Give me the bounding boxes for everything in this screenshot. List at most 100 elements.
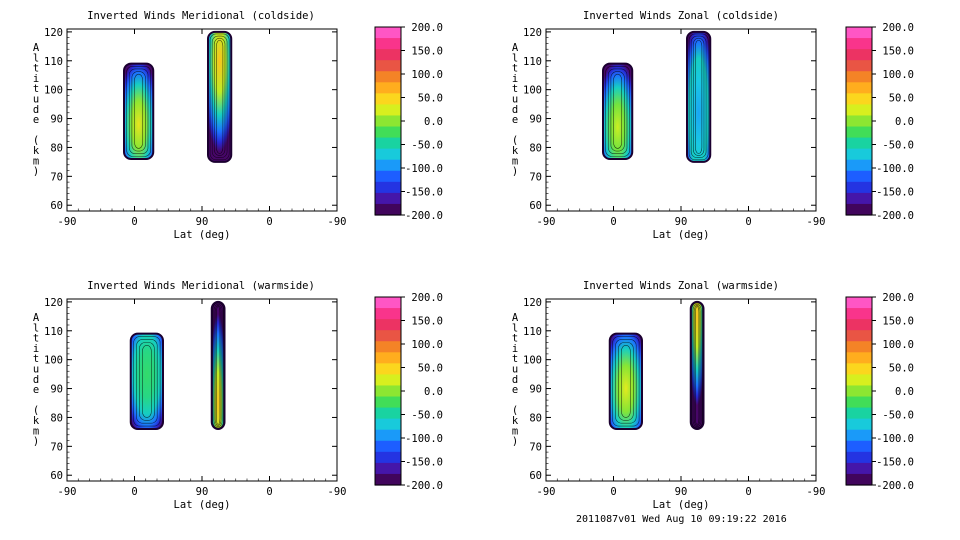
y-tick-label: 120 bbox=[523, 297, 542, 309]
colorbar-tick-label: 150.0 bbox=[411, 46, 443, 58]
colorbar-band bbox=[375, 170, 401, 183]
y-tick-label: 90 bbox=[529, 384, 542, 396]
y-tick-label: 70 bbox=[50, 171, 63, 183]
colorbar-band bbox=[375, 407, 401, 420]
colorbar-tick-label: 100.0 bbox=[882, 339, 914, 351]
contour-line bbox=[212, 302, 224, 429]
colorbar-tick-label: 200.0 bbox=[882, 292, 914, 304]
x-tick-label: 90 bbox=[675, 216, 688, 228]
colorbar-band bbox=[375, 60, 401, 72]
colorbar-band bbox=[846, 148, 872, 161]
y-tick-label: 120 bbox=[44, 27, 63, 39]
colorbar-tick-label: 50.0 bbox=[418, 93, 443, 105]
contour-line bbox=[693, 305, 701, 426]
colorbar-band bbox=[846, 385, 872, 398]
y-tick-label: 80 bbox=[529, 142, 542, 154]
contour-line bbox=[692, 37, 705, 156]
colorbar-band bbox=[846, 38, 872, 50]
y-tick-label: 120 bbox=[523, 27, 542, 39]
colorbar-band bbox=[375, 462, 401, 475]
plot-frame bbox=[66, 298, 338, 482]
contour-line bbox=[216, 306, 221, 425]
colorbar-tick-label: -100.0 bbox=[876, 163, 914, 175]
colorbar-band bbox=[846, 137, 872, 150]
colorbar-band bbox=[846, 407, 872, 420]
colorbar-tick-label: 200.0 bbox=[411, 292, 443, 304]
colorbar-tick-label: 150.0 bbox=[411, 316, 443, 328]
colorbar-tick-label: -150.0 bbox=[876, 457, 914, 469]
y-tick-label: 120 bbox=[44, 297, 63, 309]
contour-line bbox=[610, 71, 625, 152]
colorbar-band bbox=[375, 181, 401, 194]
y-tick-label: 70 bbox=[50, 441, 63, 453]
colorbar-band bbox=[375, 308, 401, 320]
colorbar-band bbox=[846, 170, 872, 183]
colorbar-tick-label: -150.0 bbox=[405, 457, 443, 469]
colorbar-band bbox=[846, 440, 872, 453]
data-region bbox=[686, 30, 712, 163]
plot-frame bbox=[66, 28, 338, 212]
y-tick-label: 110 bbox=[523, 56, 542, 68]
plot-area bbox=[123, 30, 233, 163]
y-tick-label: 70 bbox=[529, 171, 542, 183]
y-tick-label: 100 bbox=[44, 355, 63, 367]
contour-line bbox=[213, 303, 223, 428]
contour-line bbox=[605, 65, 630, 157]
x-axis-label: Lat (deg) bbox=[174, 229, 231, 241]
y-tick-label: 110 bbox=[44, 56, 63, 68]
colorbar-band bbox=[846, 82, 872, 94]
colorbar-tick-label: 0.0 bbox=[895, 386, 914, 398]
colorbar-band bbox=[846, 60, 872, 72]
contour-line bbox=[126, 65, 151, 157]
data-region bbox=[129, 332, 164, 430]
colorbar-band bbox=[375, 319, 401, 331]
y-tick-label: 80 bbox=[50, 412, 63, 424]
colorbar-band bbox=[846, 49, 872, 61]
colorbar-band bbox=[375, 71, 401, 83]
contour-line bbox=[136, 339, 158, 424]
colorbar-tick-label: 200.0 bbox=[882, 22, 914, 34]
colorbar-tick-label: 100.0 bbox=[882, 69, 914, 81]
y-tick-label: 60 bbox=[529, 470, 542, 482]
colorbar-tick-label: 50.0 bbox=[889, 363, 914, 375]
colorbar-tick-label: -50.0 bbox=[882, 410, 914, 422]
contour-line bbox=[692, 303, 702, 428]
y-tick-label: 80 bbox=[529, 412, 542, 424]
colorbar-band bbox=[846, 126, 872, 139]
y-tick-label: 100 bbox=[523, 85, 542, 97]
colorbar-band bbox=[375, 341, 401, 353]
chart-title: Inverted Winds Meridional (warmside) bbox=[87, 280, 315, 292]
x-tick-label: -90 bbox=[328, 216, 347, 228]
x-tick-label: 0 bbox=[131, 216, 137, 228]
footer-timestamp: 2011087v01 Wed Aug 10 09:19:22 2016 bbox=[576, 514, 787, 525]
chart-panel-4: Inverted Winds Zonal (warmside) 60 70 80 90 1… bbox=[512, 280, 914, 511]
contour-line bbox=[211, 35, 228, 159]
colorbar-band bbox=[846, 27, 872, 39]
y-tick-label: 60 bbox=[529, 200, 542, 212]
colorbar-band bbox=[375, 374, 401, 387]
y-tick-label: 60 bbox=[50, 200, 63, 212]
y-tick-label: 100 bbox=[44, 85, 63, 97]
colorbar-tick-label: -150.0 bbox=[876, 187, 914, 199]
colorbar-band bbox=[375, 137, 401, 150]
contour-line bbox=[133, 336, 161, 427]
colorbar-tick-label: 150.0 bbox=[882, 46, 914, 58]
colorbar-band bbox=[375, 352, 401, 364]
y-tick-label: 110 bbox=[44, 326, 63, 338]
contour-line bbox=[209, 33, 230, 161]
x-tick-label: 90 bbox=[196, 216, 209, 228]
colorbar-band bbox=[846, 429, 872, 442]
colorbar-tick-label: 50.0 bbox=[418, 363, 443, 375]
colorbar-band bbox=[375, 49, 401, 61]
contour-line bbox=[131, 71, 146, 152]
chart-title: Inverted Winds Meridional (coldside) bbox=[87, 10, 315, 22]
colorbar-tick-label: 50.0 bbox=[889, 93, 914, 105]
y-tick-label: 60 bbox=[50, 470, 63, 482]
colorbar-tick-label: 200.0 bbox=[411, 22, 443, 34]
contour-line bbox=[695, 306, 700, 425]
colorbar-band bbox=[375, 385, 401, 398]
colorbar-band bbox=[375, 38, 401, 50]
colorbar-band bbox=[375, 126, 401, 139]
contour-line bbox=[139, 342, 155, 421]
data-region bbox=[689, 300, 705, 430]
